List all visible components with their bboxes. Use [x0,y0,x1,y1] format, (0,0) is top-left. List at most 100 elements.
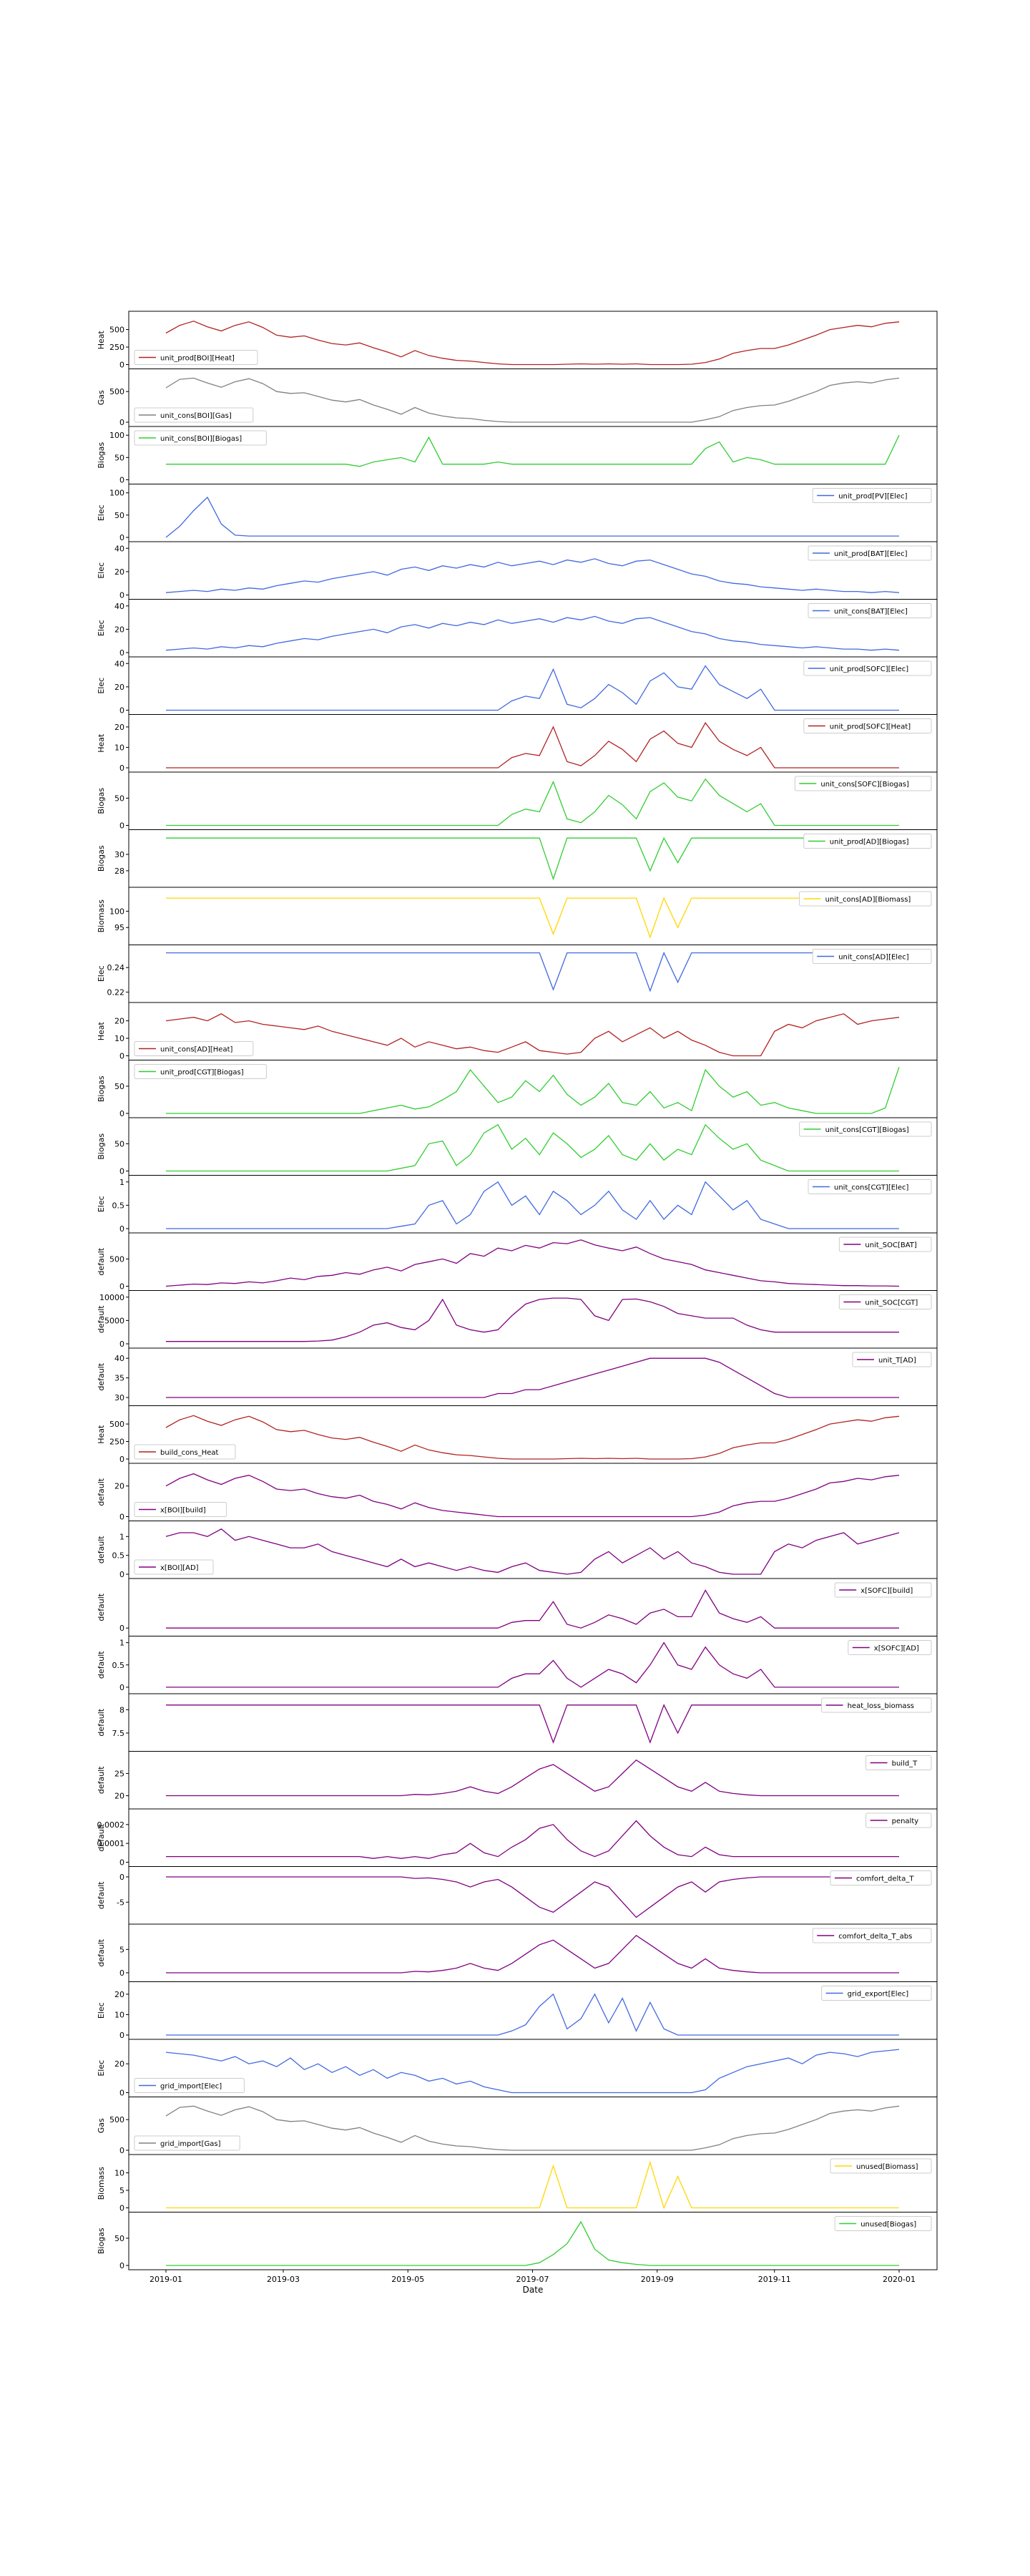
series-line [166,1934,899,1974]
series-line [166,1181,899,1229]
y-tick-label: 0 [119,1570,124,1579]
series-line [166,1067,900,1114]
legend-label: comfort_delta_T_abs [838,1933,912,1941]
x-tick-label: 2019-01 [149,2275,182,2284]
x-tick-label: 2019-07 [516,2275,549,2284]
series-line [166,2220,899,2266]
y-tick-label: 100 [109,431,124,440]
panel-15: 0 0.5 1 Elec unit_cons[CGT][Elec] [97,1175,938,1234]
legend-label: unit_cons[AD][Elec] [838,954,909,962]
legend-box [865,1755,932,1770]
y-axis-label: default [97,1938,106,1966]
y-tick-label: 50 [114,511,124,520]
panel-frame [128,1290,938,1349]
y-tick-label: 0 [119,2204,124,2213]
legend-box [808,1179,932,1194]
panel-4: 0 20 40 Elec unit_prod[BAT][Elec] [97,541,938,600]
panel-frame [128,1693,938,1752]
y-tick-label: 0 [119,1858,124,1868]
series-line [166,1589,899,1629]
panel-frame [128,1521,938,1579]
legend-label: penalty [892,1818,919,1825]
y-tick-label: 50 [114,2234,124,2243]
x-tick-label: 2019-05 [391,2275,424,2284]
y-tick-label: 50 [114,794,124,803]
y-tick-label: 0.5 [112,1661,125,1670]
panel-18: 30 35 40 default unit_T[AD] [97,1347,938,1406]
y-axis-label: default [97,1766,106,1794]
legend-label: unit_cons[AD][Heat] [160,1046,233,1054]
y-tick-label: 5 [119,2186,124,2195]
y-tick-label: 0.5 [112,1551,125,1561]
y-tick-label: 0 [119,361,124,370]
x-tick-label: 2019-09 [641,2275,674,2284]
series-line [165,321,900,366]
legend-label: unit_prod[SOFC][Elec] [830,665,908,673]
legend-box [812,1928,932,1943]
legend-label: grid_export[Elec] [848,1991,909,1999]
series-line [166,1993,899,2036]
y-tick-label: 0 [119,648,124,658]
legend-label: unit_cons[AD][Biomass] [825,896,911,904]
panel-frame [128,1636,938,1694]
y-axis-label: default [97,1823,106,1851]
legend-label: heat_loss_biomass [848,1702,914,1710]
panel-23: 0 0.5 1 default x[SOFC][AD] [97,1636,938,1694]
y-tick-label: 100 [109,489,124,498]
legend-box [830,1870,932,1885]
y-tick-label: 20 [114,723,124,732]
panel-29: 0 10 20 Elec grid_export[Elec] [97,1981,938,2040]
legend-label: unit_prod[SOFC][Heat] [830,723,911,731]
series-line [166,1641,899,1688]
legend-box [865,1813,932,1828]
y-tick-label: 500 [109,387,124,396]
y-tick-label: 0 [119,591,124,600]
legend-label: unit_prod[BOI][Heat] [160,355,235,363]
y-axis-label: Biomass [97,2167,106,2200]
y-tick-label: 0 [119,2146,124,2155]
y-axis-label: default [97,1593,106,1621]
panel-frame [128,1866,938,1925]
legend-box [134,350,258,365]
legend-label: unit_prod[CGT][Biogas] [160,1069,244,1077]
series-line [166,1123,899,1172]
y-tick-label: 0.0001 [97,1839,125,1848]
y-tick-label: 0.0002 [97,1820,125,1830]
legend-label: unit_cons[BOI][Biogas] [160,435,242,443]
y-tick-label: 0 [119,1167,124,1176]
panel-7: 0 10 20 Heat unit_prod[SOFC][Heat] [97,714,938,773]
y-tick-label: 250 [109,343,124,352]
legend-box [838,1236,932,1252]
panel-13: 0 50 Biogas unit_prod[CGT][Biogas] [97,1060,938,1118]
legend-label: comfort_delta_T [856,1875,914,1883]
y-tick-label: 10000 [99,1293,124,1302]
y-tick-label: 0 [119,1109,124,1118]
legend-box [799,891,932,907]
y-axis-label: Elec [97,1196,106,1212]
x-tick-label: 2019-11 [758,2275,791,2284]
y-tick-label: 5000 [104,1316,124,1325]
y-tick-label: 25 [114,1769,124,1778]
panel-frame [128,1751,938,1810]
y-tick-label: 20 [114,1792,124,1801]
y-tick-label: 10 [114,743,124,752]
legend-box [803,660,932,676]
series-line [166,951,899,992]
series-line [166,1876,899,1918]
y-tick-label: 0 [119,1340,124,1349]
panel-frame [128,1405,938,1464]
y-axis-label: Biomass [97,899,106,933]
series-line [166,1759,899,1797]
y-tick-label: 500 [109,1254,124,1264]
y-tick-label: 1 [119,1639,124,1648]
y-tick-label: 40 [114,602,124,611]
y-tick-label: 0 [119,418,124,427]
y-tick-label: 20 [114,1482,124,1491]
y-axis-label: default [97,1708,106,1736]
panel-frame [128,2039,938,2097]
